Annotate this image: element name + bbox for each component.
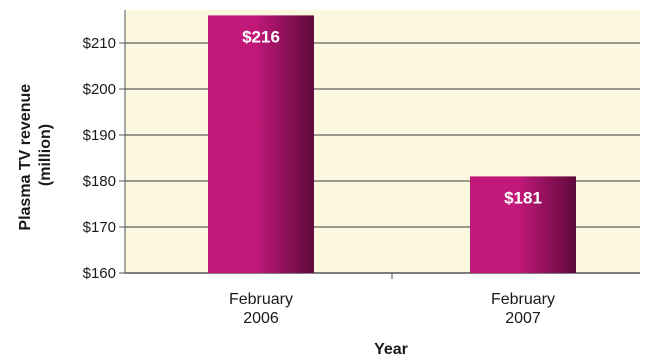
- y-tick-label: $180: [83, 173, 116, 190]
- x-axis-categories: February 2006 February 2007: [229, 291, 555, 327]
- x-category-label: February: [491, 291, 555, 308]
- y-tick-label: $160: [83, 265, 116, 282]
- y-tick-label: $190: [83, 127, 116, 144]
- bar: [470, 176, 576, 273]
- y-axis-title-line-1: Plasma TV revenue: [17, 84, 34, 231]
- y-tick-label: $170: [83, 219, 116, 236]
- y-axis-ticks: $160 $170 $180 $190 $200 $210: [83, 35, 125, 282]
- y-tick-label: $200: [83, 81, 116, 98]
- y-tick-label: $210: [83, 35, 116, 52]
- x-category-label: 2007: [505, 310, 541, 327]
- bar-value-label: $216: [242, 27, 280, 46]
- y-axis-title: Plasma TV revenue (million): [17, 79, 54, 230]
- x-axis-title: Year: [374, 341, 408, 356]
- bar-value-label: $181: [504, 188, 542, 207]
- bar: [208, 15, 314, 274]
- bars: $216 $181: [208, 15, 576, 274]
- x-category-label: 2006: [243, 310, 279, 327]
- x-category-label: February: [229, 291, 293, 308]
- y-axis-title-line-2: (million): [37, 124, 54, 186]
